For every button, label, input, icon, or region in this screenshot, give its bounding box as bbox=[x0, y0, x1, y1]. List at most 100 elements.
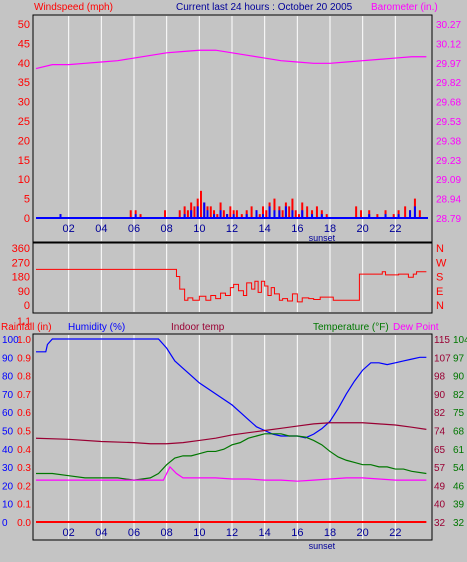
rainfall-tick-label: 0.1 bbox=[17, 500, 31, 511]
temperature-axis-title: Temperature (°F) bbox=[313, 322, 389, 333]
temperature-tick-label: 107 bbox=[434, 353, 451, 364]
gust-bar bbox=[258, 214, 261, 218]
compass-tick-label: N bbox=[436, 300, 444, 312]
gust-bar bbox=[209, 206, 212, 218]
average-wind-bar bbox=[203, 202, 206, 218]
gust-bar bbox=[216, 214, 219, 218]
rainfall-tick-label: 0.4 bbox=[17, 445, 31, 456]
temp-x-tick-label: 12 bbox=[226, 527, 238, 539]
dew-point-title: Dew Point bbox=[393, 322, 439, 333]
gust-bar bbox=[129, 210, 132, 218]
barometer-tick-label: 29.97 bbox=[436, 59, 461, 70]
humidity-tick-label: 90 bbox=[2, 353, 14, 364]
direction-tick-label: 0 bbox=[24, 300, 30, 312]
wind-x-tick-label: 16 bbox=[291, 223, 303, 235]
gust-bar bbox=[297, 214, 300, 218]
wind-sunset-label: sunset bbox=[309, 233, 336, 243]
rainfall-tick-label: 0.9 bbox=[17, 353, 31, 364]
average-wind-bar bbox=[213, 214, 216, 218]
rainfall-tick-label: 0.8 bbox=[17, 372, 31, 383]
temp-x-tick-label: 16 bbox=[291, 527, 303, 539]
direction-tick-label: 90 bbox=[18, 286, 30, 298]
temperature-tick-label: 49 bbox=[434, 481, 446, 492]
temperature-tick-label: 74 bbox=[434, 427, 446, 438]
gust-bar bbox=[250, 206, 253, 218]
windspeed-tick-label: 15 bbox=[18, 155, 30, 167]
barometer-tick-label: 30.27 bbox=[436, 20, 461, 31]
direction-line-group bbox=[36, 268, 427, 303]
temp-ticks-b: 32 39 46 54 61 68 75 82 90 97 104 bbox=[453, 335, 467, 529]
gust-bar bbox=[265, 210, 268, 218]
wind-x-tick-label: 04 bbox=[95, 223, 107, 235]
temperature-tick-label: 98 bbox=[434, 372, 446, 383]
temp-x-tick-label: 18 bbox=[324, 527, 336, 539]
rainfall-tick-label: 0.0 bbox=[17, 518, 31, 529]
gust-bar bbox=[418, 210, 421, 218]
temperature-tick-label-alt: 32 bbox=[453, 518, 465, 529]
temperature-tick-label: 32 bbox=[434, 518, 446, 529]
humidity-tick-label: 0 bbox=[2, 518, 8, 529]
average-wind-bar bbox=[255, 210, 258, 218]
wind-left-ticks: 0 5 10 15 20 25 30 35 40 45 50 bbox=[18, 19, 30, 225]
barometer-tick-label: 29.23 bbox=[436, 156, 461, 167]
humidity-tick-label: 30 bbox=[2, 463, 14, 474]
humidity-tick-label: 40 bbox=[2, 445, 14, 456]
rainfall-tick-label: 1.1 bbox=[17, 317, 31, 328]
temp-x-tick-label: 22 bbox=[389, 527, 401, 539]
gust-bar bbox=[325, 214, 328, 218]
rainfall-axis-title: Rainfall (in) bbox=[1, 322, 52, 333]
average-wind-bar bbox=[206, 210, 209, 218]
wind-x-tick-label: 18 bbox=[324, 223, 336, 235]
gust-bar bbox=[199, 190, 202, 218]
temperature-tick-label: 40 bbox=[434, 500, 446, 511]
gust-bar bbox=[164, 210, 167, 218]
average-wind-bar bbox=[219, 210, 222, 218]
barometer-line bbox=[35, 49, 427, 70]
gust-bar bbox=[281, 210, 284, 218]
windspeed-tick-label: 5 bbox=[24, 194, 30, 206]
windspeed-tick-label: 35 bbox=[18, 77, 30, 89]
windspeed-tick-label: 40 bbox=[18, 58, 30, 70]
temperature-tick-label-alt: 104 bbox=[453, 335, 467, 346]
average-wind-bar bbox=[320, 214, 323, 218]
average-wind-bar bbox=[409, 210, 412, 218]
indoor-temp-line bbox=[35, 422, 427, 445]
wind-x-tick-label: 10 bbox=[193, 223, 205, 235]
wind-grid bbox=[68, 16, 396, 241]
wind-x-tick-label: 06 bbox=[128, 223, 140, 235]
average-wind-bar bbox=[397, 214, 400, 218]
wind-x-tick-label: 20 bbox=[357, 223, 369, 235]
gust-bar bbox=[235, 210, 238, 218]
humidity-tick-label: 20 bbox=[2, 481, 14, 492]
barometer-tick-label: 28.79 bbox=[436, 214, 461, 225]
gust-bar bbox=[240, 214, 243, 218]
gust-bar bbox=[273, 198, 276, 218]
rainfall-tick-label: 0.7 bbox=[17, 390, 31, 401]
windspeed-axis-title: Windspeed (mph) bbox=[34, 2, 113, 13]
gust-bar bbox=[229, 206, 232, 218]
compass-tick-label: N bbox=[436, 243, 444, 255]
temp-x-tick-label: 02 bbox=[63, 527, 75, 539]
humidity-tick-label: 100 bbox=[2, 335, 19, 346]
temp-humidity-panel: 0.0 0.1 0.2 0.3 0.4 0.5 0.6 0.7 0.8 0.9 1.0 1.1 0 10… bbox=[2, 317, 467, 551]
temperature-f-line bbox=[36, 433, 427, 481]
wind-x-tick-label: 08 bbox=[161, 223, 173, 235]
temperature-tick-label: 65 bbox=[434, 445, 446, 456]
windspeed-tick-label: 45 bbox=[18, 38, 30, 50]
temperature-tick-label-alt: 68 bbox=[453, 427, 465, 438]
windspeed-tick-label: 10 bbox=[18, 174, 30, 186]
wind-x-tick-label: 12 bbox=[226, 223, 238, 235]
temp-sunset-label: sunset bbox=[309, 541, 336, 551]
humidity-axis-title: Humidity (%) bbox=[68, 322, 125, 333]
barometer-tick-label: 29.38 bbox=[436, 136, 461, 147]
humidity-ticks: 0 10 20 30 40 50 60 70 80 90 100 bbox=[2, 335, 19, 529]
temperature-tick-label-alt: 90 bbox=[453, 372, 465, 383]
wind-x-ticks: 02 04 06 08 10 12 14 16 18 20 22 sunset bbox=[63, 223, 402, 243]
wind-x-tick-label: 22 bbox=[389, 223, 401, 235]
gust-bar bbox=[291, 198, 294, 218]
barometer-tick-label: 29.09 bbox=[436, 175, 461, 186]
gust-bar bbox=[190, 202, 193, 218]
gust-bar bbox=[139, 214, 142, 218]
temperature-tick-label-alt: 75 bbox=[453, 408, 465, 419]
